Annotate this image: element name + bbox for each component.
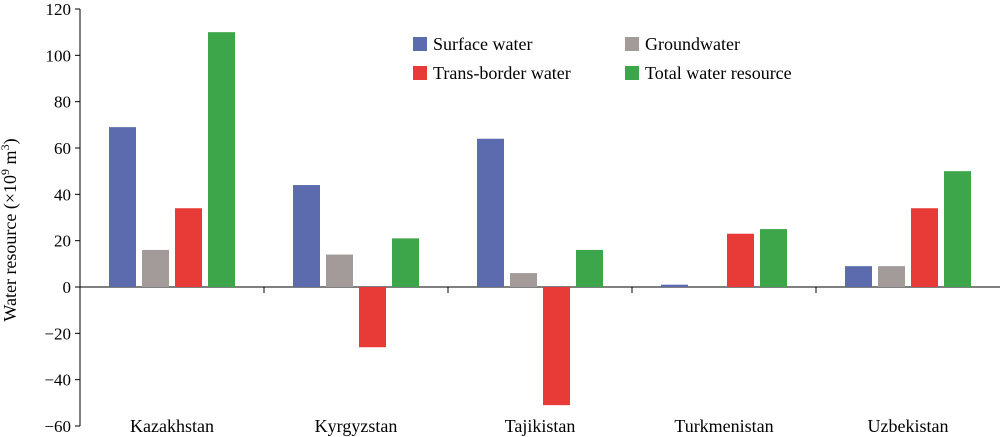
- bar-groundwater-uzbekistan: [878, 266, 905, 287]
- y-axis-title: Water resource (×109 m3): [0, 138, 21, 321]
- bar-trans-border-water-turkmenistan: [727, 233, 754, 287]
- y-tick-label: 20: [54, 232, 71, 251]
- y-tick-label: 40: [54, 185, 71, 204]
- bar-trans-border-water-uzbekistan: [911, 208, 938, 287]
- bar-total-water-resource-kyrgyzstan: [392, 238, 419, 287]
- category-labels: Kazakhstan Kyrgyzstan Tajikistan Turkmenist…: [130, 416, 948, 436]
- legend-swatch: [625, 37, 639, 51]
- x-category-label: Kyrgyzstan: [315, 416, 398, 436]
- bar-trans-border-water-kazakhstan: [175, 208, 202, 287]
- bar-total-water-resource-kazakhstan: [208, 32, 235, 287]
- legend-swatch: [625, 66, 639, 80]
- y-tick-label: −60: [44, 417, 71, 436]
- y-tick-label: 120: [46, 0, 72, 19]
- bar-trans-border-water-kyrgyzstan: [359, 287, 386, 348]
- bar-total-water-resource-turkmenistan: [760, 229, 787, 287]
- legend-label: Groundwater: [645, 34, 740, 54]
- legend-swatch: [413, 37, 427, 51]
- legend-label: Total water resource: [645, 63, 792, 83]
- legend-label: Trans-border water: [433, 63, 571, 83]
- bar-total-water-resource-uzbekistan: [944, 171, 971, 287]
- y-tick-label: 80: [54, 93, 71, 112]
- x-category-label: Uzbekistan: [868, 416, 949, 436]
- bar-groundwater-kazakhstan: [142, 249, 169, 287]
- x-category-label: Turkmenistan: [674, 416, 773, 436]
- bar-surface-water-tajikistan: [477, 138, 504, 287]
- y-tick-label: −40: [44, 371, 71, 390]
- bar-surface-water-kyrgyzstan: [293, 185, 320, 287]
- bar-trans-border-water-tajikistan: [543, 287, 570, 406]
- y-tick-label: 60: [54, 139, 71, 158]
- bar-surface-water-kazakhstan: [109, 127, 136, 288]
- legend: Surface water Groundwater Trans-border wat…: [413, 34, 792, 83]
- bar-surface-water-uzbekistan: [845, 266, 872, 287]
- bars: [109, 32, 971, 406]
- bar-groundwater-tajikistan: [510, 273, 537, 287]
- bar-groundwater-kyrgyzstan: [326, 254, 353, 287]
- legend-swatch: [413, 66, 427, 80]
- x-category-label: Kazakhstan: [130, 416, 214, 436]
- legend-label: Surface water: [433, 34, 532, 54]
- y-tick-label: −20: [44, 324, 71, 343]
- x-category-label: Tajikistan: [505, 416, 576, 436]
- bar-surface-water-turkmenistan: [661, 284, 688, 287]
- x-category-ticks: [263, 287, 817, 293]
- y-tick-label: 0: [63, 278, 72, 297]
- bar-total-water-resource-tajikistan: [576, 249, 603, 287]
- y-ticks: 120 100 80 60 40 20 0 −20 −40 −60: [44, 0, 80, 436]
- y-tick-label: 100: [46, 46, 72, 65]
